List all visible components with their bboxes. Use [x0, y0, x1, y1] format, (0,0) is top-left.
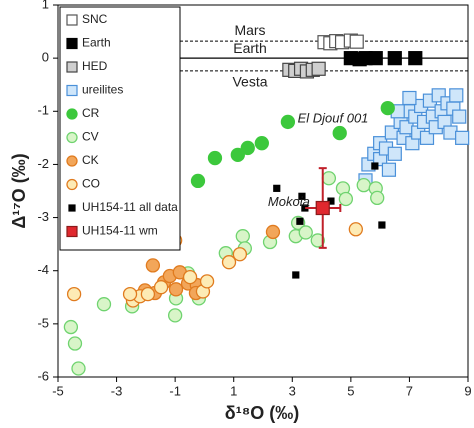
y-tick-label: -2	[37, 156, 49, 171]
legend-label: ureilites	[82, 83, 123, 97]
point	[296, 217, 304, 225]
point	[280, 114, 296, 130]
legend-label: CR	[82, 106, 100, 120]
point	[452, 109, 467, 124]
x-tick-label: -5	[52, 383, 64, 398]
reference-label: Vesta	[232, 74, 267, 90]
reference-label: Mars	[234, 22, 265, 38]
point	[254, 136, 269, 151]
point	[273, 184, 281, 192]
point	[332, 125, 347, 141]
legend-marker	[66, 84, 78, 97]
point	[315, 200, 330, 216]
x-tick-label: 3	[289, 383, 296, 398]
point	[96, 297, 112, 312]
annotation: El Djouf 001	[298, 111, 369, 126]
point	[380, 100, 395, 116]
point	[443, 125, 458, 140]
point	[338, 191, 354, 207]
point	[140, 286, 156, 302]
point	[292, 271, 300, 279]
legend-marker	[66, 225, 78, 238]
legend-marker	[66, 178, 78, 191]
legend-label: CK	[82, 153, 99, 167]
point	[370, 190, 385, 206]
point	[298, 225, 313, 240]
legend-marker	[68, 204, 76, 212]
x-tick-label: 1	[230, 383, 237, 398]
point	[419, 130, 435, 145]
point	[67, 336, 83, 351]
legend-marker	[66, 14, 78, 26]
point	[66, 286, 82, 302]
legend-label: Earth	[82, 36, 111, 50]
point	[221, 255, 237, 270]
y-tick-label: -3	[37, 209, 49, 224]
point	[311, 61, 326, 76]
y-axis-title: Δ¹⁷O (‰)	[9, 153, 29, 228]
legend-label: CV	[82, 130, 99, 144]
point	[122, 286, 138, 302]
legend-marker	[66, 61, 78, 73]
x-axis-title: δ¹⁸O (‰)	[225, 403, 299, 423]
point	[402, 90, 417, 106]
point	[240, 140, 255, 156]
point	[153, 280, 169, 295]
point	[230, 147, 245, 163]
point	[387, 146, 402, 161]
point	[349, 34, 364, 49]
point	[145, 258, 161, 273]
point	[371, 162, 379, 170]
legend-label: SNC	[82, 12, 108, 26]
point	[381, 162, 397, 177]
legend-label: CO	[82, 177, 100, 191]
point	[63, 319, 79, 335]
y-tick-label: 0	[42, 50, 49, 65]
y-tick-label: -6	[37, 368, 49, 383]
point	[449, 88, 464, 103]
point	[190, 173, 206, 189]
point	[378, 221, 386, 229]
y-tick-label: -4	[37, 262, 49, 277]
point	[199, 274, 215, 289]
plot-frame	[57, 4, 469, 378]
legend-marker	[66, 155, 78, 167]
point	[348, 222, 363, 237]
y-tick-label: -1	[37, 103, 49, 118]
y-tick-label: -5	[37, 315, 49, 330]
point	[235, 229, 250, 244]
legend-marker	[66, 108, 78, 120]
point	[321, 171, 337, 186]
point	[168, 282, 184, 297]
point	[408, 51, 423, 66]
point	[182, 269, 198, 285]
x-tick-label: 5	[347, 383, 354, 398]
reference-label: Earth	[233, 40, 266, 56]
point	[207, 150, 223, 166]
point	[298, 192, 306, 200]
x-tick-label: -1	[169, 383, 181, 398]
point	[167, 308, 183, 323]
legend-box	[59, 6, 181, 251]
annotation: Mokoia	[268, 194, 310, 209]
y-tick-label: 1	[42, 0, 49, 11]
legend-label: HED	[82, 59, 108, 73]
legend-label: UH154-11 wm	[82, 224, 158, 238]
point	[310, 233, 325, 248]
point	[455, 130, 470, 145]
point	[71, 361, 86, 376]
point	[232, 247, 248, 262]
x-tick-label: 7	[406, 383, 413, 398]
legend-marker	[66, 37, 78, 50]
point	[387, 51, 402, 66]
x-tick-label: -3	[111, 383, 123, 398]
x-tick-label: 9	[464, 383, 471, 398]
point	[356, 178, 371, 193]
legend-label: UH154-11 all data	[82, 200, 178, 214]
point	[368, 51, 383, 66]
legend-marker	[66, 131, 78, 144]
point	[265, 224, 281, 240]
